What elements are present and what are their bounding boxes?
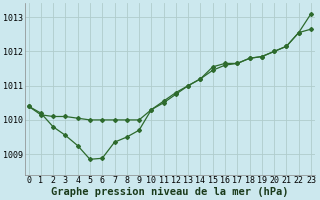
- X-axis label: Graphe pression niveau de la mer (hPa): Graphe pression niveau de la mer (hPa): [51, 186, 289, 197]
